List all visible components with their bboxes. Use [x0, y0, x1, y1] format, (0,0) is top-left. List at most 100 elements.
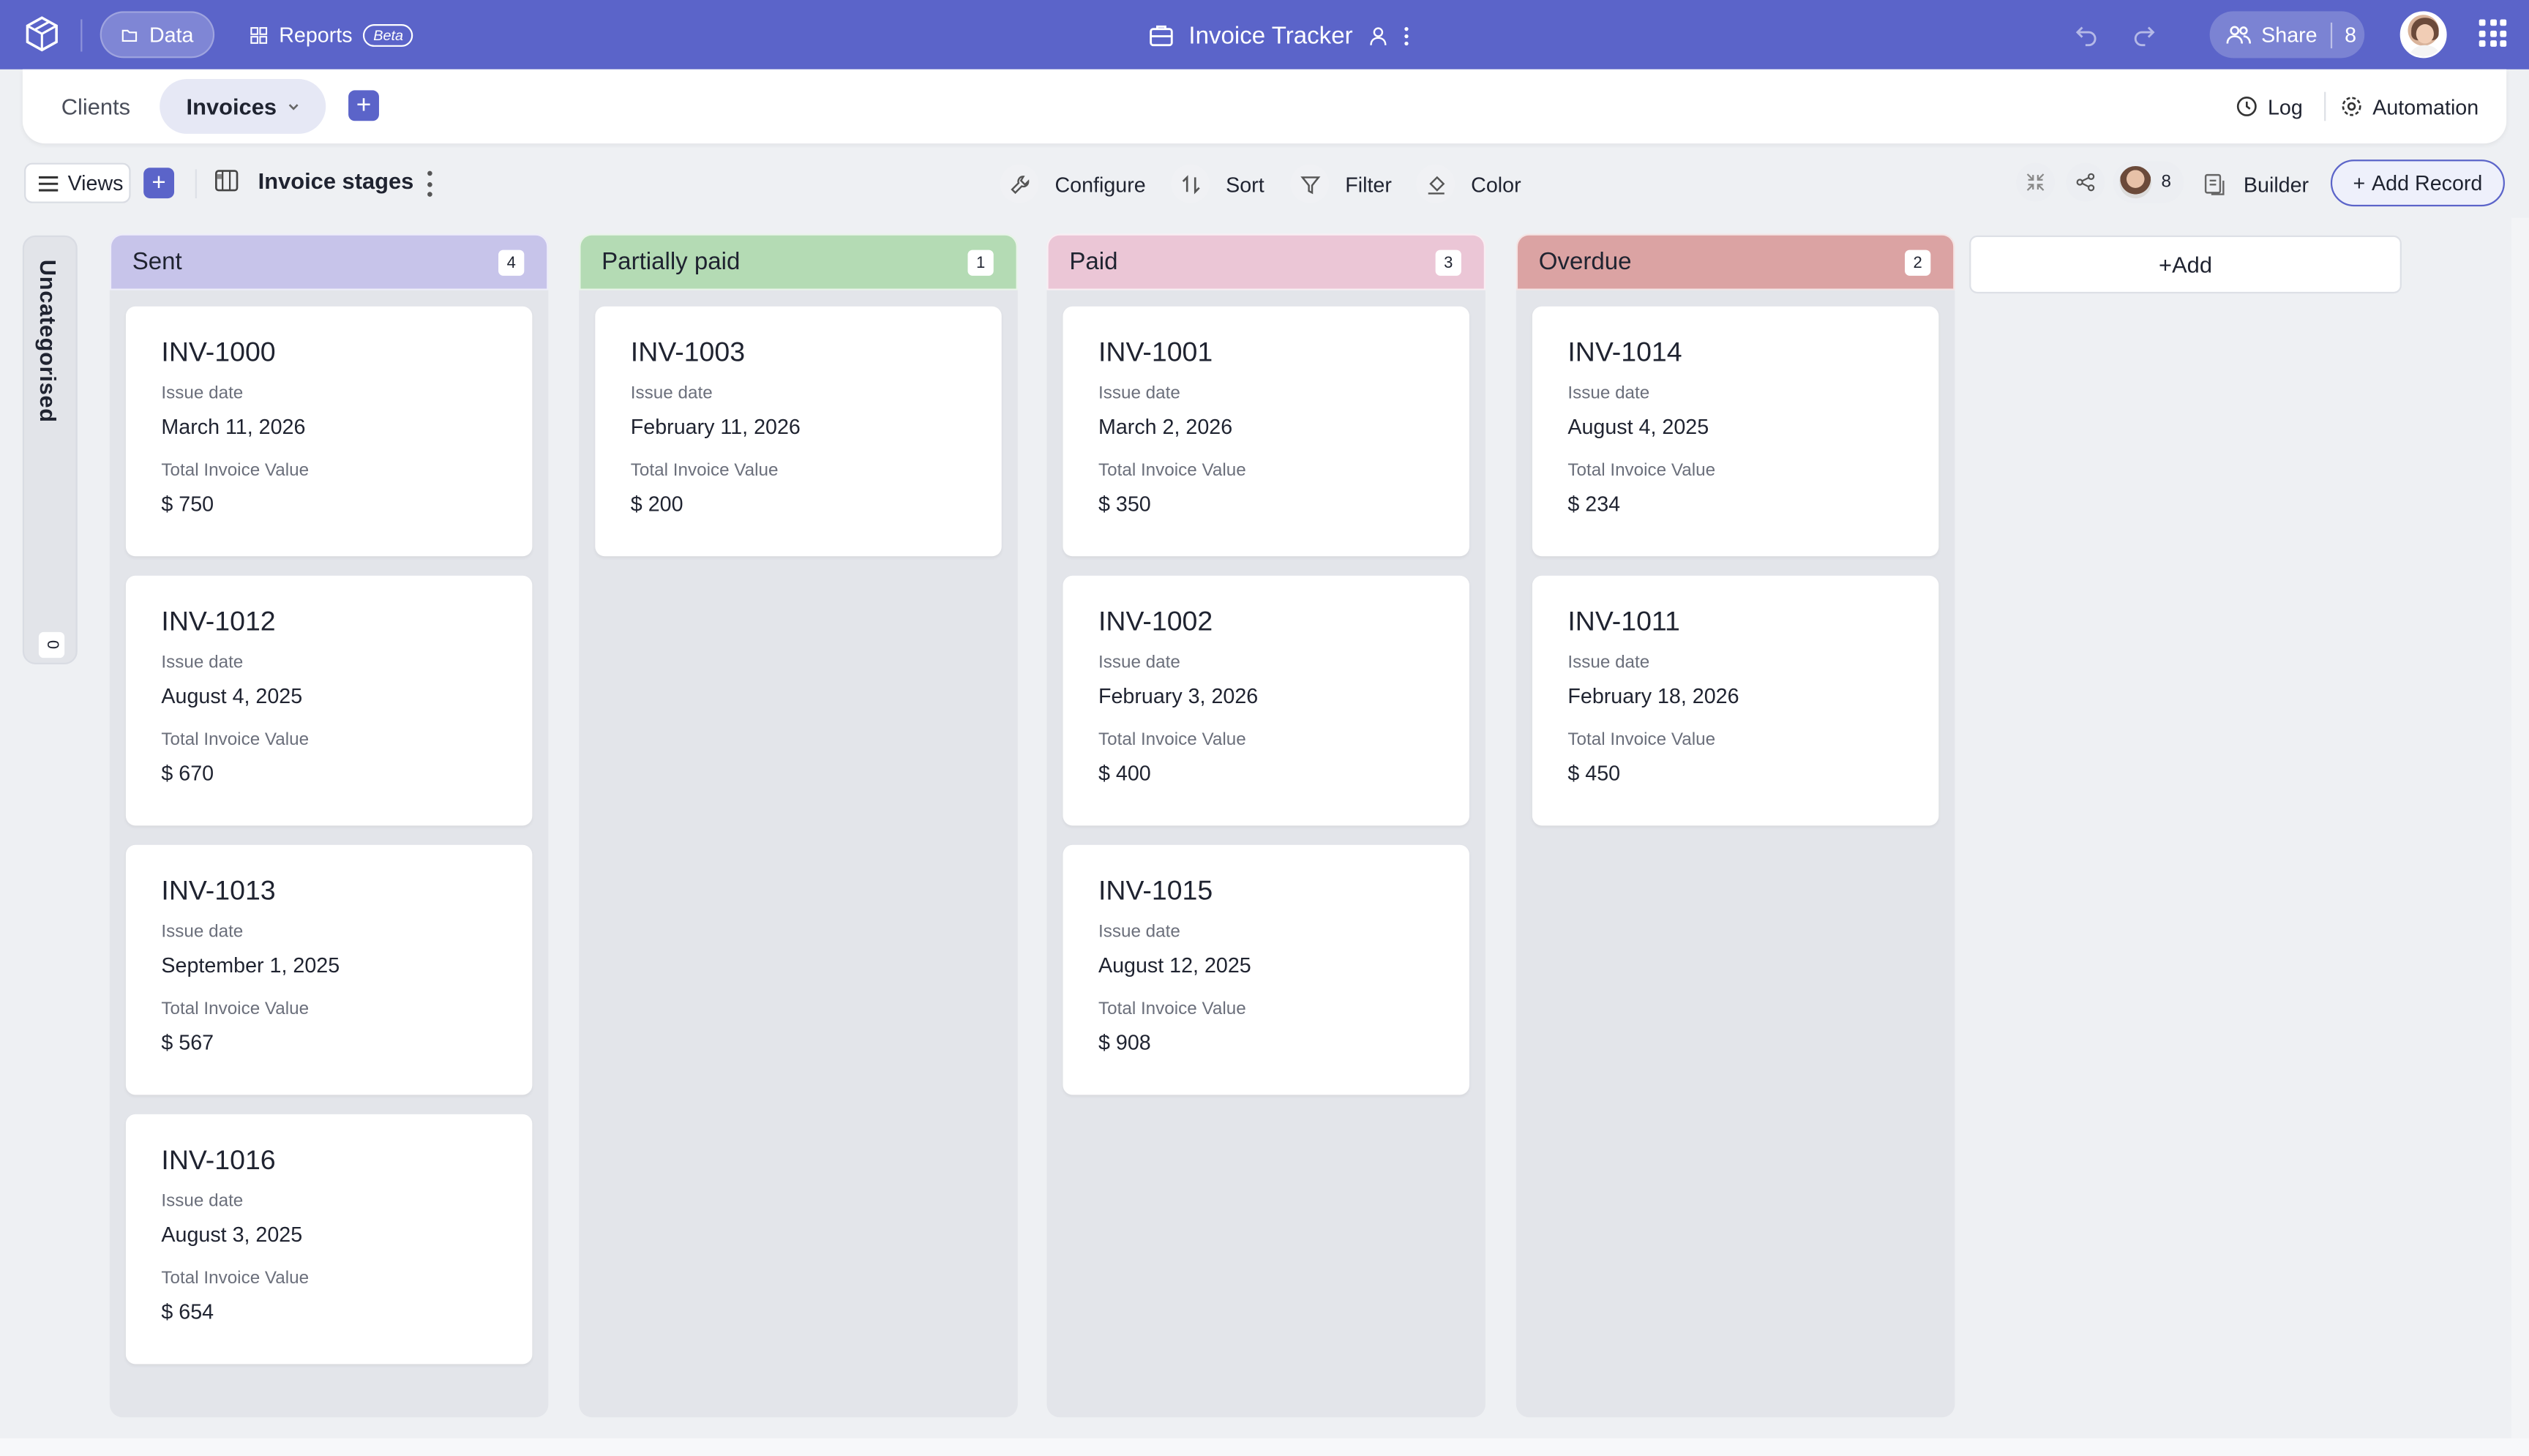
- add-record-button[interactable]: + Add Record: [2330, 160, 2505, 207]
- tab-clients[interactable]: Clients: [61, 79, 130, 134]
- column-header[interactable]: Partially paid 1: [579, 233, 1018, 290]
- column-overdue: Overdue 2 INV-1014 Issue date August 4, 2025…: [1515, 233, 1955, 1418]
- vertical-scrollbar[interactable]: [2511, 217, 2529, 1438]
- share-button[interactable]: Share 8: [2209, 11, 2365, 59]
- total-value: $ 654: [161, 1299, 214, 1324]
- invoice-card[interactable]: INV-1016 Issue date August 3, 2025 Total In…: [125, 1114, 533, 1365]
- redo-icon[interactable]: [2129, 19, 2158, 48]
- gear-icon: [2342, 97, 2361, 116]
- uncategorised-label: Uncategorised: [35, 259, 61, 423]
- uncategorised-column[interactable]: Uncategorised 0: [22, 235, 78, 664]
- column-header[interactable]: Overdue 2: [1515, 233, 1955, 290]
- current-view[interactable]: Invoice stages: [214, 168, 413, 193]
- plus-icon: +: [2353, 170, 2366, 195]
- invoice-card[interactable]: INV-1003 Issue date February 11, 2026 Total…: [595, 306, 1002, 557]
- column-count: 2: [1905, 249, 1931, 276]
- issue-date-value: August 4, 2025: [161, 683, 303, 708]
- log-button[interactable]: Log: [2236, 89, 2303, 124]
- folder-icon: [121, 29, 138, 41]
- color-button[interactable]: Color: [1416, 163, 1521, 205]
- column-count: 3: [1435, 249, 1461, 276]
- nav-reports-button[interactable]: Reports Beta: [231, 11, 432, 58]
- sort-label: Sort: [1226, 171, 1264, 196]
- caret-down-icon[interactable]: [286, 100, 299, 113]
- collapse-icon[interactable]: [2016, 162, 2056, 202]
- issue-date-label: Issue date: [161, 653, 244, 672]
- share-view-icon[interactable]: [2066, 162, 2105, 202]
- column-count: 1: [967, 249, 994, 276]
- total-value: $ 234: [1567, 492, 1621, 517]
- share-divider: [2330, 21, 2332, 48]
- builder-button[interactable]: Builder: [2203, 163, 2309, 205]
- automation-button[interactable]: Automation: [2340, 89, 2479, 124]
- views-label: Views: [67, 170, 124, 195]
- column-count: 4: [498, 249, 525, 276]
- undo-icon[interactable]: [2071, 19, 2100, 48]
- share-label: Share: [2261, 22, 2318, 47]
- issue-date-value: February 3, 2026: [1098, 683, 1259, 708]
- invoice-card[interactable]: INV-1012 Issue date August 4, 2025 Total In…: [125, 575, 533, 826]
- builder-label: Builder: [2243, 171, 2309, 196]
- invoice-card[interactable]: INV-1013 Issue date September 1, 2025 Total…: [125, 844, 533, 1095]
- invoice-id: INV-1015: [1098, 875, 1213, 907]
- issue-date-label: Issue date: [161, 922, 244, 942]
- plus-icon: +: [2159, 251, 2173, 278]
- add-view-button[interactable]: +: [143, 168, 175, 199]
- total-value: $ 567: [161, 1030, 214, 1055]
- issue-date-label: Issue date: [1098, 922, 1180, 942]
- sort-icon: [1171, 164, 1210, 203]
- invoice-card[interactable]: INV-1002 Issue date February 3, 2026 Total …: [1063, 575, 1469, 826]
- views-button[interactable]: Views: [24, 162, 131, 203]
- user-avatar[interactable]: [2399, 11, 2447, 59]
- issue-date-value: March 11, 2026: [161, 414, 306, 439]
- app-logo-icon[interactable]: [23, 15, 61, 53]
- total-value: $ 400: [1098, 761, 1151, 786]
- add-column-button[interactable]: + Add: [1969, 235, 2402, 294]
- issue-date-label: Issue date: [630, 383, 713, 403]
- invoice-card[interactable]: INV-1015 Issue date August 12, 2025 Total I…: [1063, 844, 1469, 1095]
- view-toolbar: Views + Invoice stages Configure Sort Fi…: [0, 155, 2529, 213]
- issue-date-value: February 11, 2026: [630, 414, 801, 439]
- nav-data-button[interactable]: Data: [100, 11, 215, 59]
- users-icon: [2226, 26, 2252, 44]
- invoice-id: INV-1011: [1567, 606, 1680, 637]
- issue-date-label: Issue date: [1098, 383, 1180, 403]
- issue-date-value: August 12, 2025: [1098, 953, 1251, 977]
- nav-data-label: Data: [149, 22, 194, 47]
- configure-button[interactable]: Configure: [1000, 163, 1146, 205]
- invoice-card[interactable]: INV-1000 Issue date March 11, 2026 Total In…: [125, 306, 533, 557]
- column-header[interactable]: Sent 4: [109, 233, 549, 290]
- column-title: Paid: [1069, 248, 1118, 276]
- filter-button[interactable]: Filter: [1290, 163, 1392, 205]
- log-label: Log: [2267, 94, 2303, 119]
- sort-button[interactable]: Sort: [1171, 163, 1264, 205]
- column-header[interactable]: Paid 3: [1046, 233, 1485, 290]
- issue-date-value: August 4, 2025: [1567, 414, 1709, 439]
- column-paid: Paid 3 INV-1001 Issue date March 2, 2026 Tota…: [1046, 233, 1485, 1418]
- total-label: Total Invoice Value: [1098, 999, 1246, 1019]
- user-access-icon[interactable]: [1367, 25, 1388, 46]
- more-options-icon[interactable]: [1403, 25, 1409, 46]
- total-label: Total Invoice Value: [161, 461, 310, 481]
- add-table-button[interactable]: +: [348, 90, 379, 121]
- share-count: 8: [2345, 22, 2357, 47]
- view-options-icon[interactable]: [424, 170, 434, 197]
- total-label: Total Invoice Value: [1098, 461, 1246, 481]
- invoice-card[interactable]: INV-1001 Issue date March 2, 2026 Total Inv…: [1063, 306, 1469, 557]
- invoice-id: INV-1016: [161, 1144, 276, 1176]
- invoice-card[interactable]: INV-1011 Issue date February 18, 2026 Total…: [1532, 575, 1939, 826]
- total-value: $ 670: [161, 761, 214, 786]
- total-label: Total Invoice Value: [161, 1269, 310, 1288]
- tab-invoices[interactable]: Invoices: [160, 78, 326, 134]
- apps-grid-icon[interactable]: [2479, 19, 2507, 47]
- issue-date-value: February 18, 2026: [1567, 683, 1739, 708]
- invoice-card[interactable]: INV-1014 Issue date August 4, 2025 Total In…: [1532, 306, 1939, 557]
- collaborators-badge[interactable]: 8: [2113, 161, 2184, 203]
- total-value: $ 908: [1098, 1030, 1151, 1055]
- app-title: Invoice Tracker: [1148, 16, 1409, 55]
- column-title: Partially paid: [602, 248, 741, 276]
- total-value: $ 450: [1567, 761, 1621, 786]
- invoice-id: INV-1013: [161, 875, 276, 907]
- briefcase-icon: [1150, 25, 1173, 47]
- horizontal-scrollbar[interactable]: [0, 1438, 2529, 1456]
